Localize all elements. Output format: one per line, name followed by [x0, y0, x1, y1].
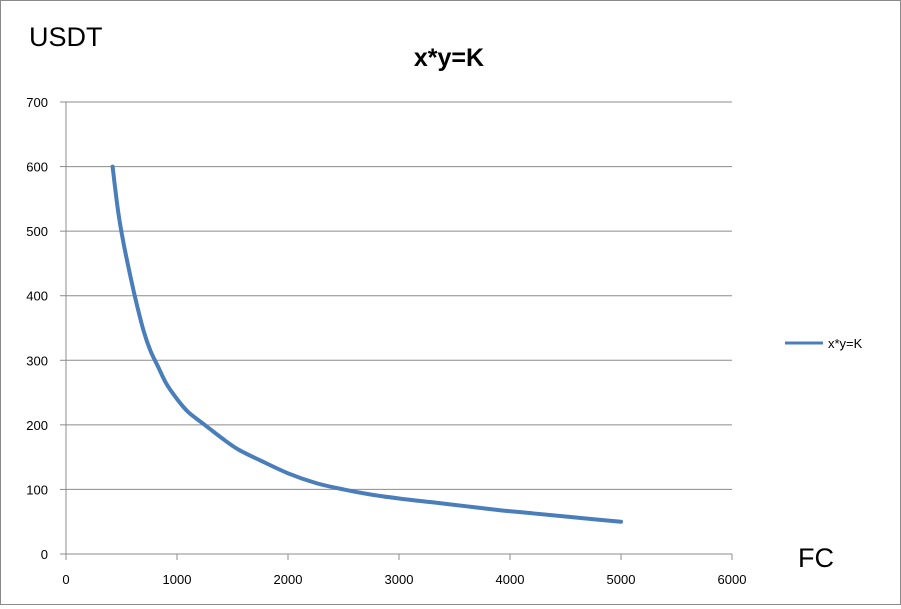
chart-title: x*y=K: [414, 44, 484, 72]
legend-label: x*y=K: [828, 336, 863, 351]
y-tick-label: 200: [26, 418, 48, 433]
x-tick-label: 3000: [385, 572, 414, 587]
gridlines: [66, 101, 732, 490]
x-tick-label: 0: [62, 572, 69, 587]
y-tick-label: 400: [26, 289, 48, 304]
y-tick-label: 0: [41, 547, 48, 562]
x-tick-label: 4000: [496, 572, 525, 587]
y-tick-label: 700: [26, 95, 48, 110]
x-tick-label: 6000: [718, 572, 747, 587]
y-axis-label: USDT: [29, 22, 103, 52]
y-tick-label: 100: [26, 482, 48, 497]
legend: x*y=K: [785, 336, 863, 351]
tick-labels: 0 100 200 300 400 500 600 700 0 1000 2000 3000 4000 5…: [26, 95, 746, 587]
x-tick-label: 5000: [607, 572, 636, 587]
x-axis-label: FC: [798, 543, 834, 573]
series-lines: [110, 164, 623, 524]
axes: [60, 101, 733, 560]
x-tick-label: 2000: [274, 572, 303, 587]
y-tick-label: 600: [26, 160, 48, 175]
y-tick-label: 500: [26, 224, 48, 239]
series-line: [110, 164, 623, 524]
x-tick-label: 1000: [163, 572, 192, 587]
y-tick-label: 300: [26, 353, 48, 368]
